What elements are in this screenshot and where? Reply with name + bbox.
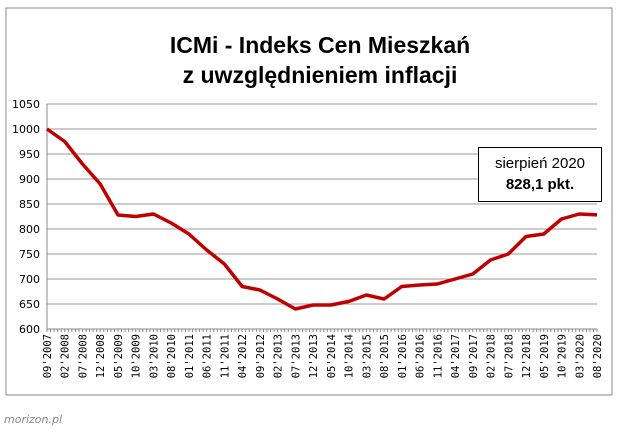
x-tick-label: 04'2012: [237, 334, 249, 378]
x-tick-label: 11'2016: [432, 334, 444, 378]
x-tick-label: 07'2008: [77, 334, 89, 378]
x-tick-label: 09'2007: [42, 334, 54, 378]
series-line: [45, 127, 598, 311]
x-tick-label: 07'2018: [503, 334, 515, 378]
y-tick-label: 1000: [12, 123, 40, 136]
x-tick-label: 10'2014: [344, 334, 356, 378]
annotation-box: sierpień 2020 828,1 pkt.: [478, 147, 602, 202]
source-label: morizon.pl: [4, 413, 63, 426]
y-tick-label: 700: [19, 273, 40, 286]
x-tick-label: 05'2019: [539, 334, 551, 378]
y-tick-label: 600: [19, 323, 40, 336]
y-tick-label: 900: [19, 173, 40, 186]
annotation-value: 828,1 pkt.: [505, 176, 575, 193]
x-tick-label: 03'2010: [148, 334, 160, 378]
x-tick-label: 08'2010: [166, 334, 178, 378]
chart-title-line-1: ICMi - Indeks Cen Mieszkań: [170, 32, 470, 58]
x-tick-label: 08'2020: [592, 334, 604, 378]
y-tick-label: 650: [19, 298, 40, 311]
chart-title-line-2: z uwzględnieniem inflacji: [183, 62, 458, 88]
x-tick-label: 01'2016: [397, 334, 409, 378]
y-tick-label: 850: [19, 198, 40, 211]
x-tick-label: 03'2020: [574, 334, 586, 378]
x-tick-label: 07'2013: [290, 334, 302, 378]
x-tick-label: 03'2015: [361, 334, 373, 378]
x-tick-label: 06'2016: [415, 334, 427, 378]
annotation-date: sierpień 2020: [494, 155, 586, 172]
x-tick-label: 09'2012: [255, 334, 267, 378]
x-tick-label: 10'2019: [557, 334, 569, 378]
x-tick-label: 04'2017: [450, 334, 462, 378]
x-tick-label: 05'2014: [326, 334, 338, 378]
x-tick-label: 10'2009: [131, 334, 143, 378]
x-tick-label: 02'2013: [273, 334, 285, 378]
y-tick-label: 1050: [12, 98, 40, 111]
x-tick-label: 08'2015: [379, 334, 391, 378]
x-tick-label: 12'2018: [521, 334, 533, 378]
x-tick-label: 11'2011: [219, 334, 231, 378]
x-tick-label: 09'2017: [468, 334, 480, 378]
x-tick-label: 02'2018: [486, 334, 498, 378]
y-tick-label: 800: [19, 223, 40, 236]
x-tick-label: 06'2011: [202, 334, 214, 378]
x-tick-label: 12'2008: [95, 334, 107, 378]
y-tick-label: 950: [19, 148, 40, 161]
x-tick-label: 02'2008: [60, 334, 72, 378]
x-tick-label: 05'2009: [113, 334, 125, 378]
x-tick-label: 01'2011: [184, 334, 196, 378]
y-tick-label: 750: [19, 248, 40, 261]
x-tick-label: 12'2013: [308, 334, 320, 378]
